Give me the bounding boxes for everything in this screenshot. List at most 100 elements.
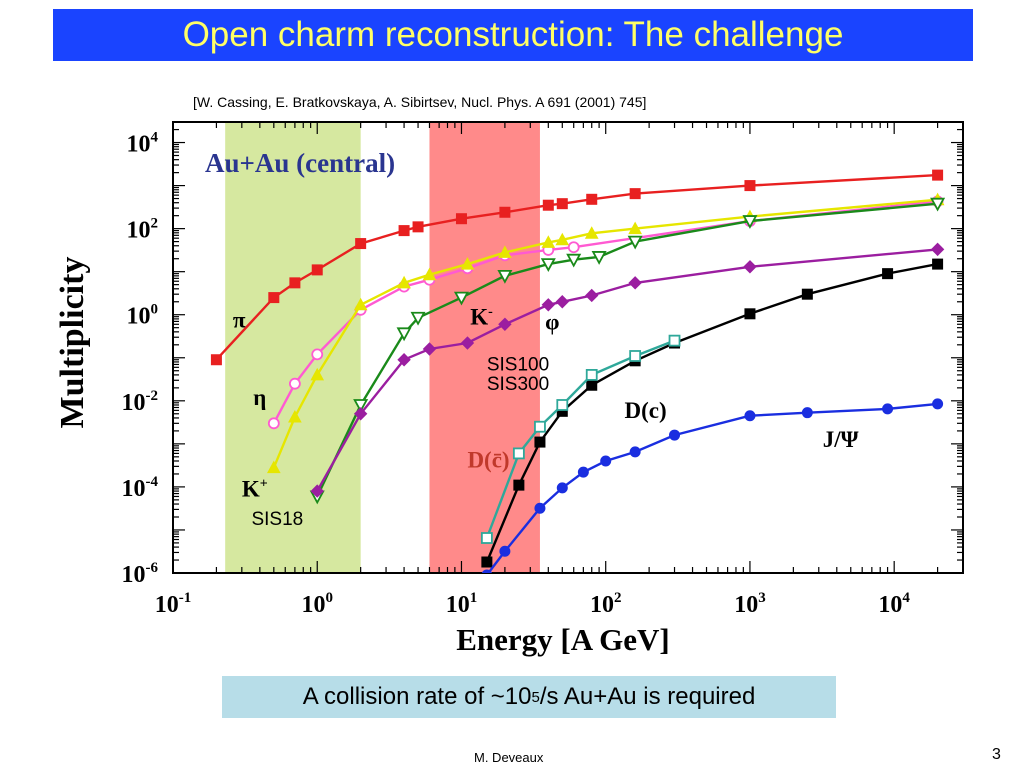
data-point [930, 242, 945, 257]
inset-title: Au+Au (central) [205, 148, 395, 178]
plot-frame [172, 121, 964, 574]
data-point [567, 241, 580, 254]
data-point [396, 327, 412, 342]
series-annotation: D(c) [625, 398, 667, 423]
series-annotation: K- [470, 304, 493, 329]
series-annotation: φ [545, 310, 559, 335]
data-point [455, 213, 467, 225]
data-point [801, 288, 813, 300]
data-point [412, 221, 424, 233]
series-annotation: SIS300 [487, 374, 549, 395]
data-point [311, 264, 323, 276]
data-point [534, 436, 546, 448]
data-point [882, 268, 894, 280]
data-point [355, 238, 367, 250]
data-point [353, 297, 368, 311]
series-annotation: J/Ψ [823, 427, 859, 452]
series-group [210, 169, 946, 573]
series-annotation: K+ [242, 476, 268, 501]
data-point [585, 368, 598, 381]
x-tick-label: 100 [301, 590, 333, 618]
data-point [288, 377, 301, 390]
data-point [542, 199, 554, 211]
data-point [629, 350, 642, 362]
data-point [744, 308, 756, 320]
data-point [353, 399, 369, 413]
data-point [628, 221, 642, 235]
data-point [498, 245, 512, 258]
data-point [210, 354, 222, 366]
data-point [268, 292, 280, 304]
x-tick-label: 102 [590, 590, 622, 618]
data-point [586, 379, 598, 391]
data-point [556, 482, 568, 494]
data-point [397, 353, 411, 367]
series-annotation: SIS18 [251, 509, 303, 530]
data-point [556, 198, 568, 210]
data-point [410, 311, 426, 326]
data-point [311, 348, 324, 361]
data-point [882, 403, 894, 415]
callout-prefix: A collision rate of ~10 [302, 683, 532, 710]
data-point [556, 399, 569, 411]
data-point [480, 532, 493, 544]
data-point [629, 188, 641, 200]
series-annotation: D(c̄) [467, 448, 509, 473]
series-line-3 [316, 202, 938, 498]
y-tick-label: 10-6 [122, 560, 159, 588]
series-line-1 [272, 200, 938, 424]
data-point [668, 334, 681, 347]
y-axis-label: Multiplicity [54, 257, 91, 429]
data-point [744, 410, 756, 422]
data-point [513, 479, 525, 491]
data-point [577, 466, 589, 478]
data-point [930, 197, 946, 212]
data-point [541, 235, 556, 248]
data-point [586, 193, 598, 205]
y-tick-label: 10-4 [122, 474, 159, 502]
author: M. Deveaux [474, 750, 544, 765]
data-point [481, 569, 492, 573]
data-point [353, 407, 368, 421]
x-tick-label: 103 [734, 590, 766, 618]
x-tick-label: 10-1 [155, 590, 192, 618]
data-point [600, 455, 612, 467]
callout-suffix: /s Au+Au is required [539, 683, 756, 710]
title-bar: Open charm reconstruction: The challenge [53, 9, 973, 61]
data-point [397, 275, 411, 289]
y-tick-label: 102 [127, 216, 159, 244]
energy-band-0 [225, 122, 361, 573]
data-point [460, 257, 475, 270]
data-point [932, 398, 944, 410]
data-point [481, 556, 493, 568]
data-point [422, 342, 437, 356]
data-point [460, 336, 475, 350]
data-point [267, 417, 280, 430]
data-point [742, 215, 758, 229]
series-annotation: π [233, 308, 246, 333]
x-tick-label: 101 [446, 590, 478, 618]
data-point [743, 260, 757, 274]
data-point [289, 277, 301, 289]
energy-band-1 [429, 122, 540, 573]
data-point [499, 545, 511, 557]
data-point [584, 226, 599, 239]
series-line-7 [486, 402, 938, 573]
data-point [540, 258, 556, 272]
data-point [669, 429, 681, 441]
data-point [266, 460, 281, 474]
tick-marks [172, 121, 964, 574]
data-point [629, 446, 641, 458]
slide-title: Open charm reconstruction: The challenge [182, 15, 844, 54]
data-point [453, 291, 469, 306]
page-number: 3 [992, 746, 1001, 763]
data-point [932, 258, 944, 270]
y-tick-label: 104 [127, 130, 159, 158]
data-point [585, 288, 599, 303]
series-annotation: η [253, 385, 266, 410]
data-point [534, 502, 546, 514]
callout-sup: 5 [531, 688, 540, 706]
x-tick-label: 104 [878, 590, 910, 618]
y-tick-label: 10-2 [122, 388, 159, 416]
